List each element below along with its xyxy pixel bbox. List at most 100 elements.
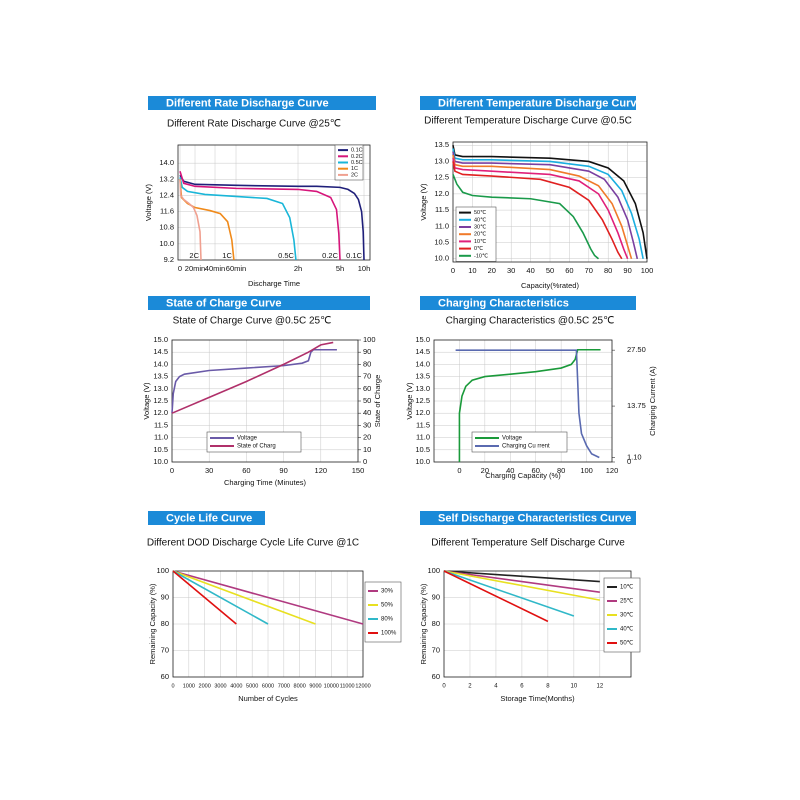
x-tick-label: 120 xyxy=(606,466,619,475)
legend-label: 0.1C xyxy=(351,148,363,154)
header-bar xyxy=(148,511,265,525)
x-tick-label: 30 xyxy=(507,266,515,275)
y-tick-label: 13.5 xyxy=(434,140,449,149)
y-tick-label: 100 xyxy=(156,566,169,575)
legend-label: 0℃ xyxy=(474,246,484,252)
x-tick-label: 0 xyxy=(171,683,174,689)
chart-header: State of Charge Curve xyxy=(166,297,282,309)
series-line xyxy=(452,174,600,260)
x-tick-label: 5h xyxy=(336,264,344,273)
x-axis-label: Charging Capacity (%) xyxy=(485,471,561,480)
legend-label: Voltage xyxy=(237,436,258,442)
series-line xyxy=(171,341,334,414)
y2-tick-label: 10 xyxy=(363,445,371,454)
x-tick-label: 60min xyxy=(226,264,246,273)
x-tick-label: 2 xyxy=(468,684,472,690)
x-tick-label: 70 xyxy=(585,266,593,275)
series-line xyxy=(452,154,633,259)
y-tick-label: 10.5 xyxy=(415,445,430,454)
y-tick-label: 14.0 xyxy=(159,158,174,167)
y-tick-label: 10.0 xyxy=(434,254,449,263)
y-axis-label: Voltage (V) xyxy=(144,183,153,221)
y-tick-label: 60 xyxy=(161,672,169,681)
x-tick-label: 60 xyxy=(532,466,540,475)
y-tick-label: 11.5 xyxy=(154,420,168,429)
chart-header: Charging Characteristics xyxy=(438,297,569,309)
y-tick-label: 11.0 xyxy=(435,221,449,230)
y-tick-label: 90 xyxy=(432,592,440,601)
header-bar xyxy=(420,96,636,110)
series-line xyxy=(452,148,644,259)
series-line xyxy=(171,348,337,414)
y-tick-label: 12.5 xyxy=(153,396,168,405)
legend-label: Voltage xyxy=(502,436,523,442)
series-line xyxy=(452,161,623,260)
y-tick-label: 100 xyxy=(427,566,440,575)
series-line xyxy=(172,570,364,625)
legend-label: 20℃ xyxy=(474,232,487,238)
legend-label: 0.5C xyxy=(351,160,363,166)
curve-label: 0.1C xyxy=(346,251,362,260)
x-tick-label: 30 xyxy=(205,466,213,475)
x-axis-label: Storage Time(Months) xyxy=(500,694,575,703)
header-bar xyxy=(420,296,636,310)
legend-label: 50℃ xyxy=(620,641,634,647)
y-tick-label: 12.5 xyxy=(434,173,449,182)
y2-tick-label: 0 xyxy=(363,457,367,466)
y-axis-label: Remaining Capacity (%) xyxy=(148,583,157,664)
y2-tick-label: 30 xyxy=(363,420,371,429)
y-tick-label: 13.2 xyxy=(159,174,174,183)
series-line xyxy=(443,570,600,593)
x-tick-label: 90 xyxy=(279,466,287,475)
series-line xyxy=(172,570,269,625)
x-tick-label: 20min xyxy=(185,264,205,273)
legend-label: 10℃ xyxy=(474,239,487,245)
y-axis-label: Remaining Capacity (%) xyxy=(419,583,428,664)
x-tick-label: 2h xyxy=(294,264,302,273)
y2-tick-label: 20 xyxy=(363,433,371,442)
y2-axis-label: Charging Current (A) xyxy=(648,366,657,436)
y-tick-label: 12.0 xyxy=(434,189,449,198)
header-bar xyxy=(420,511,636,525)
chart-header: Self Discharge Characteristics Curve xyxy=(438,512,631,524)
legend-label: State of Charg xyxy=(237,444,276,450)
legend-label: 100% xyxy=(381,631,397,637)
chart-subtitle: State of Charge Curve @0.5C 25℃ xyxy=(173,316,332,327)
x-tick-label: 8000 xyxy=(294,683,306,689)
y-tick-label: 11.5 xyxy=(416,420,430,429)
x-tick-label: 9000 xyxy=(309,683,321,689)
y-tick-label: 15.0 xyxy=(153,335,168,344)
x-tick-label: 6 xyxy=(520,684,524,690)
y-tick-label: 13.5 xyxy=(415,372,430,381)
series-line xyxy=(179,170,341,261)
y-tick-label: 13.0 xyxy=(153,384,168,393)
y2-tick-label: 70 xyxy=(363,372,371,381)
x-axis-label: Discharge Time xyxy=(248,279,300,288)
x-tick-label: 8 xyxy=(546,684,550,690)
header-bar xyxy=(148,296,370,310)
y2-tick-label: 40 xyxy=(363,408,371,417)
y-tick-label: 10.8 xyxy=(159,223,174,232)
legend-label: 50% xyxy=(381,603,394,609)
y-tick-label: 10.0 xyxy=(415,457,430,466)
y2-tick-label: 50 xyxy=(363,396,371,405)
series-line xyxy=(452,145,648,259)
y-axis-label: Voltage (V) xyxy=(405,382,414,420)
x-tick-label: 60 xyxy=(565,266,573,275)
y-tick-label: 13.5 xyxy=(153,372,168,381)
x-tick-label: 10000 xyxy=(324,683,339,689)
y-axis-label: Voltage (V) xyxy=(142,382,151,420)
series-line xyxy=(443,570,600,601)
chart-subtitle: Different DOD Discharge Cycle Life Curve… xyxy=(147,538,359,549)
x-tick-label: 3000 xyxy=(214,683,226,689)
y2-tick-label: 60 xyxy=(363,384,371,393)
y-tick-label: 90 xyxy=(161,592,169,601)
x-tick-label: 12000 xyxy=(355,683,370,689)
y2-tick-label: 0 xyxy=(627,457,631,466)
y-tick-label: 11.0 xyxy=(416,433,430,442)
series-line xyxy=(443,570,575,617)
x-tick-label: 100 xyxy=(641,266,654,275)
y-tick-label: 9.2 xyxy=(164,255,174,264)
x-tick-label: 11000 xyxy=(340,683,355,689)
